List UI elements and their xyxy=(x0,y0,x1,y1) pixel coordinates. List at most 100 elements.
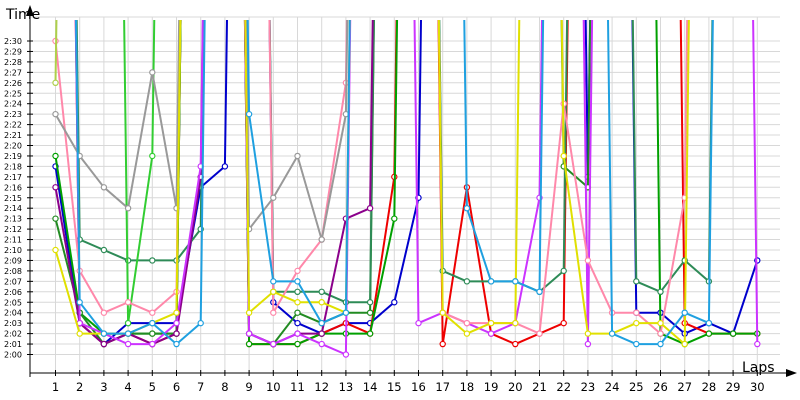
y-tick-label: 2:24 xyxy=(4,100,22,109)
y-tick-label: 2:13 xyxy=(4,215,22,224)
data-point xyxy=(729,330,737,337)
data-point xyxy=(584,330,592,337)
data-point xyxy=(560,319,567,327)
data-point xyxy=(536,330,543,337)
x-tick-label: 2 xyxy=(76,380,83,394)
data-point xyxy=(705,319,713,327)
series-9 xyxy=(74,20,761,358)
data-point xyxy=(366,204,374,212)
data-point xyxy=(633,278,640,285)
data-point xyxy=(366,309,374,316)
data-point xyxy=(463,319,471,327)
data-point xyxy=(318,319,325,327)
data-point xyxy=(149,330,156,337)
y-axis-title: Time xyxy=(5,7,40,23)
data-point xyxy=(294,319,301,327)
y-tick-label: 2:18 xyxy=(4,162,22,171)
data-point xyxy=(512,278,519,285)
x-tick-label: 17 xyxy=(435,380,450,394)
y-axis-arrow xyxy=(26,5,34,16)
data-point xyxy=(294,278,301,285)
y-tick-label: 2:21 xyxy=(4,131,22,140)
data-point xyxy=(270,309,277,316)
data-point xyxy=(608,330,616,337)
data-point xyxy=(173,330,180,337)
y-tick-label: 2:14 xyxy=(4,204,22,213)
x-tick-label: 16 xyxy=(411,380,426,394)
data-point xyxy=(149,152,156,160)
series-line xyxy=(54,20,690,346)
series-line xyxy=(123,20,156,325)
data-point xyxy=(512,319,519,327)
data-point xyxy=(76,330,83,337)
y-tick-label: 2:27 xyxy=(4,68,22,77)
data-point xyxy=(173,319,180,327)
series-line xyxy=(54,20,689,335)
y-tick-label: 2:12 xyxy=(4,225,22,234)
data-point xyxy=(245,110,253,118)
x-tick-label: 23 xyxy=(581,380,596,394)
data-point xyxy=(705,330,713,337)
series-10 xyxy=(52,20,689,337)
x-tick-label: 30 xyxy=(750,380,765,394)
data-point xyxy=(415,319,422,327)
x-axis-ticks: 1 2 3 4 5 6 7 8 9 10 11 12 13 14 15 16 17 18 19 20 21 22 23 24 2… xyxy=(29,370,765,394)
data-point xyxy=(342,309,350,316)
series-line xyxy=(54,20,349,241)
y-tick-label: 2:05 xyxy=(4,298,22,307)
data-point xyxy=(197,319,204,327)
data-point xyxy=(270,340,277,348)
data-point xyxy=(536,288,543,295)
data-point xyxy=(318,330,325,337)
x-tick-label: 18 xyxy=(460,380,475,394)
data-point xyxy=(173,309,180,316)
data-point xyxy=(221,163,229,170)
x-tick-label: 25 xyxy=(629,380,644,394)
data-point xyxy=(633,319,640,327)
y-tick-label: 2:02 xyxy=(4,330,22,339)
y-tick-label: 2:25 xyxy=(4,89,22,98)
y-tick-label: 2:20 xyxy=(4,142,22,151)
data-point xyxy=(342,351,350,358)
data-point xyxy=(463,330,471,337)
series-line xyxy=(54,20,759,346)
y-tick-label: 2:30 xyxy=(4,37,22,46)
x-tick-label: 11 xyxy=(290,380,305,394)
data-point xyxy=(487,278,495,285)
data-point xyxy=(270,194,277,201)
x-tick-label: 21 xyxy=(532,380,547,394)
data-point xyxy=(633,309,640,316)
data-point xyxy=(560,267,567,275)
x-axis-arrow xyxy=(786,369,797,377)
x-axis-title: Laps xyxy=(742,360,775,376)
y-tick-label: 2:09 xyxy=(4,256,22,265)
data-point xyxy=(100,309,108,316)
data-point xyxy=(657,340,664,348)
data-point xyxy=(294,330,301,337)
data-point xyxy=(149,309,156,316)
y-tick-label: 2:15 xyxy=(4,194,22,203)
data-point xyxy=(318,288,325,295)
data-point xyxy=(124,204,132,212)
data-point xyxy=(366,299,374,306)
x-tick-label: 22 xyxy=(556,380,571,394)
data-point xyxy=(463,278,471,285)
data-point xyxy=(100,330,108,337)
data-point xyxy=(173,340,180,348)
x-tick-label: 20 xyxy=(508,380,523,394)
x-tick-label: 19 xyxy=(484,380,499,394)
series-line xyxy=(75,20,714,304)
y-tick-label: 2:08 xyxy=(4,267,22,276)
series-line xyxy=(74,20,759,356)
x-tick-label: 27 xyxy=(677,380,692,394)
x-tick-label: 1 xyxy=(52,380,59,394)
data-point xyxy=(245,330,253,337)
series-line xyxy=(74,20,714,346)
series-line xyxy=(54,20,374,346)
data-point xyxy=(294,267,301,275)
data-point xyxy=(754,340,761,348)
series-layer xyxy=(52,20,761,358)
x-tick-label: 10 xyxy=(266,380,281,394)
x-tick-label: 28 xyxy=(702,380,717,394)
